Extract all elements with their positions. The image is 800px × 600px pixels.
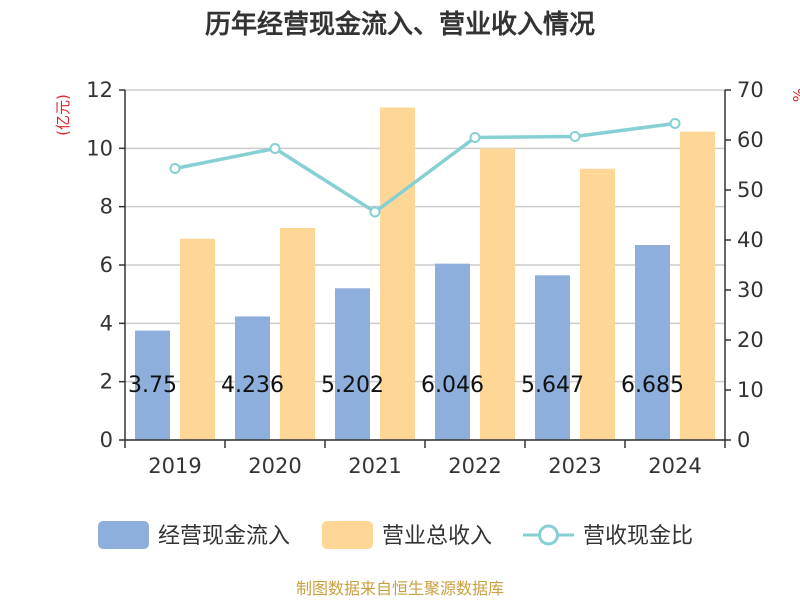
ratio-point (169, 163, 181, 174)
bar-revenue (480, 148, 515, 441)
ratio-point (369, 206, 381, 218)
legend-swatch-revenue (322, 521, 373, 549)
right-axis-ticks: 0 10 20 30 40 50 60 70 (725, 78, 764, 452)
ratio-point (669, 118, 681, 129)
grid-lines (125, 89, 725, 441)
bar-cash-inflow (635, 245, 670, 440)
bar-revenue (180, 238, 215, 440)
right-tick-label: 10 (737, 378, 764, 402)
ratio-point (469, 132, 481, 143)
right-axis-unit: % (790, 88, 800, 102)
x-tick-label: 2023 (548, 454, 601, 478)
right-tick-label: 60 (737, 128, 764, 152)
data-label-cash-inflow: 5.647 (521, 373, 584, 398)
data-label-cash-inflow: 4.236 (221, 373, 284, 398)
left-tick-label: 8 (100, 195, 113, 219)
ratio-polyline (174, 121, 676, 215)
data-labels: 3.75 4.236 5.202 6.046 5.647 6.685 (128, 373, 684, 398)
series-ratio-line (169, 118, 681, 218)
left-tick-label: 6 (100, 253, 113, 277)
ratio-point (569, 131, 581, 142)
x-tick-label: 2020 (248, 454, 301, 478)
source-note: 制图数据来自恒生聚源数据库 (296, 579, 504, 598)
right-tick-label: 30 (737, 278, 764, 302)
left-tick-label: 10 (86, 136, 113, 160)
legend-swatch-cash-inflow (98, 521, 149, 549)
bar-cash-inflow (535, 275, 570, 440)
data-label-cash-inflow: 6.046 (421, 373, 484, 398)
series-cash-inflow-bars (135, 245, 670, 440)
legend-label-revenue: 营业总收入 (382, 524, 492, 549)
chart-title: 历年经营现金流入、营业收入情况 (205, 9, 595, 40)
right-tick-label: 50 (737, 178, 764, 202)
ratio-point (269, 143, 281, 154)
left-axis-ticks: 0 2 4 6 8 10 12 (86, 78, 125, 452)
left-tick-label: 4 (100, 311, 113, 335)
x-tick-label: 2021 (348, 454, 401, 478)
x-tick-label: 2019 (148, 454, 201, 478)
right-tick-label: 70 (737, 78, 764, 102)
left-tick-label: 0 (100, 428, 113, 452)
right-tick-label: 40 (737, 228, 764, 252)
x-axis-ticks: 2019 2020 2021 2022 2023 2024 (124, 440, 726, 478)
bar-cash-inflow (335, 288, 370, 440)
legend-label-ratio: 营收现金比 (583, 524, 693, 549)
x-tick-label: 2024 (648, 454, 701, 478)
bar-cash-inflow (435, 263, 470, 440)
data-label-cash-inflow: 6.685 (621, 373, 684, 398)
bar-revenue (380, 107, 415, 440)
bar-revenue (580, 168, 615, 440)
right-tick-label: 20 (737, 328, 764, 352)
bar-revenue (680, 131, 715, 441)
left-axis-unit: (亿元) (54, 94, 72, 136)
series-revenue-bars (180, 107, 715, 441)
bar-cash-inflow (235, 316, 270, 440)
legend-label-cash-inflow: 经营现金流入 (158, 524, 290, 549)
bar-cash-inflow (135, 330, 170, 440)
left-tick-label: 2 (100, 370, 113, 394)
right-tick-label: 0 (737, 428, 750, 452)
legend: 经营现金流入 营业总收入 营收现金比 (98, 521, 693, 549)
legend-swatch-ratio-marker (538, 524, 559, 546)
data-label-cash-inflow: 3.75 (128, 373, 177, 398)
bar-revenue (280, 227, 315, 440)
x-tick-label: 2022 (448, 454, 501, 478)
data-label-cash-inflow: 5.202 (321, 373, 384, 398)
left-tick-label: 12 (86, 78, 113, 102)
